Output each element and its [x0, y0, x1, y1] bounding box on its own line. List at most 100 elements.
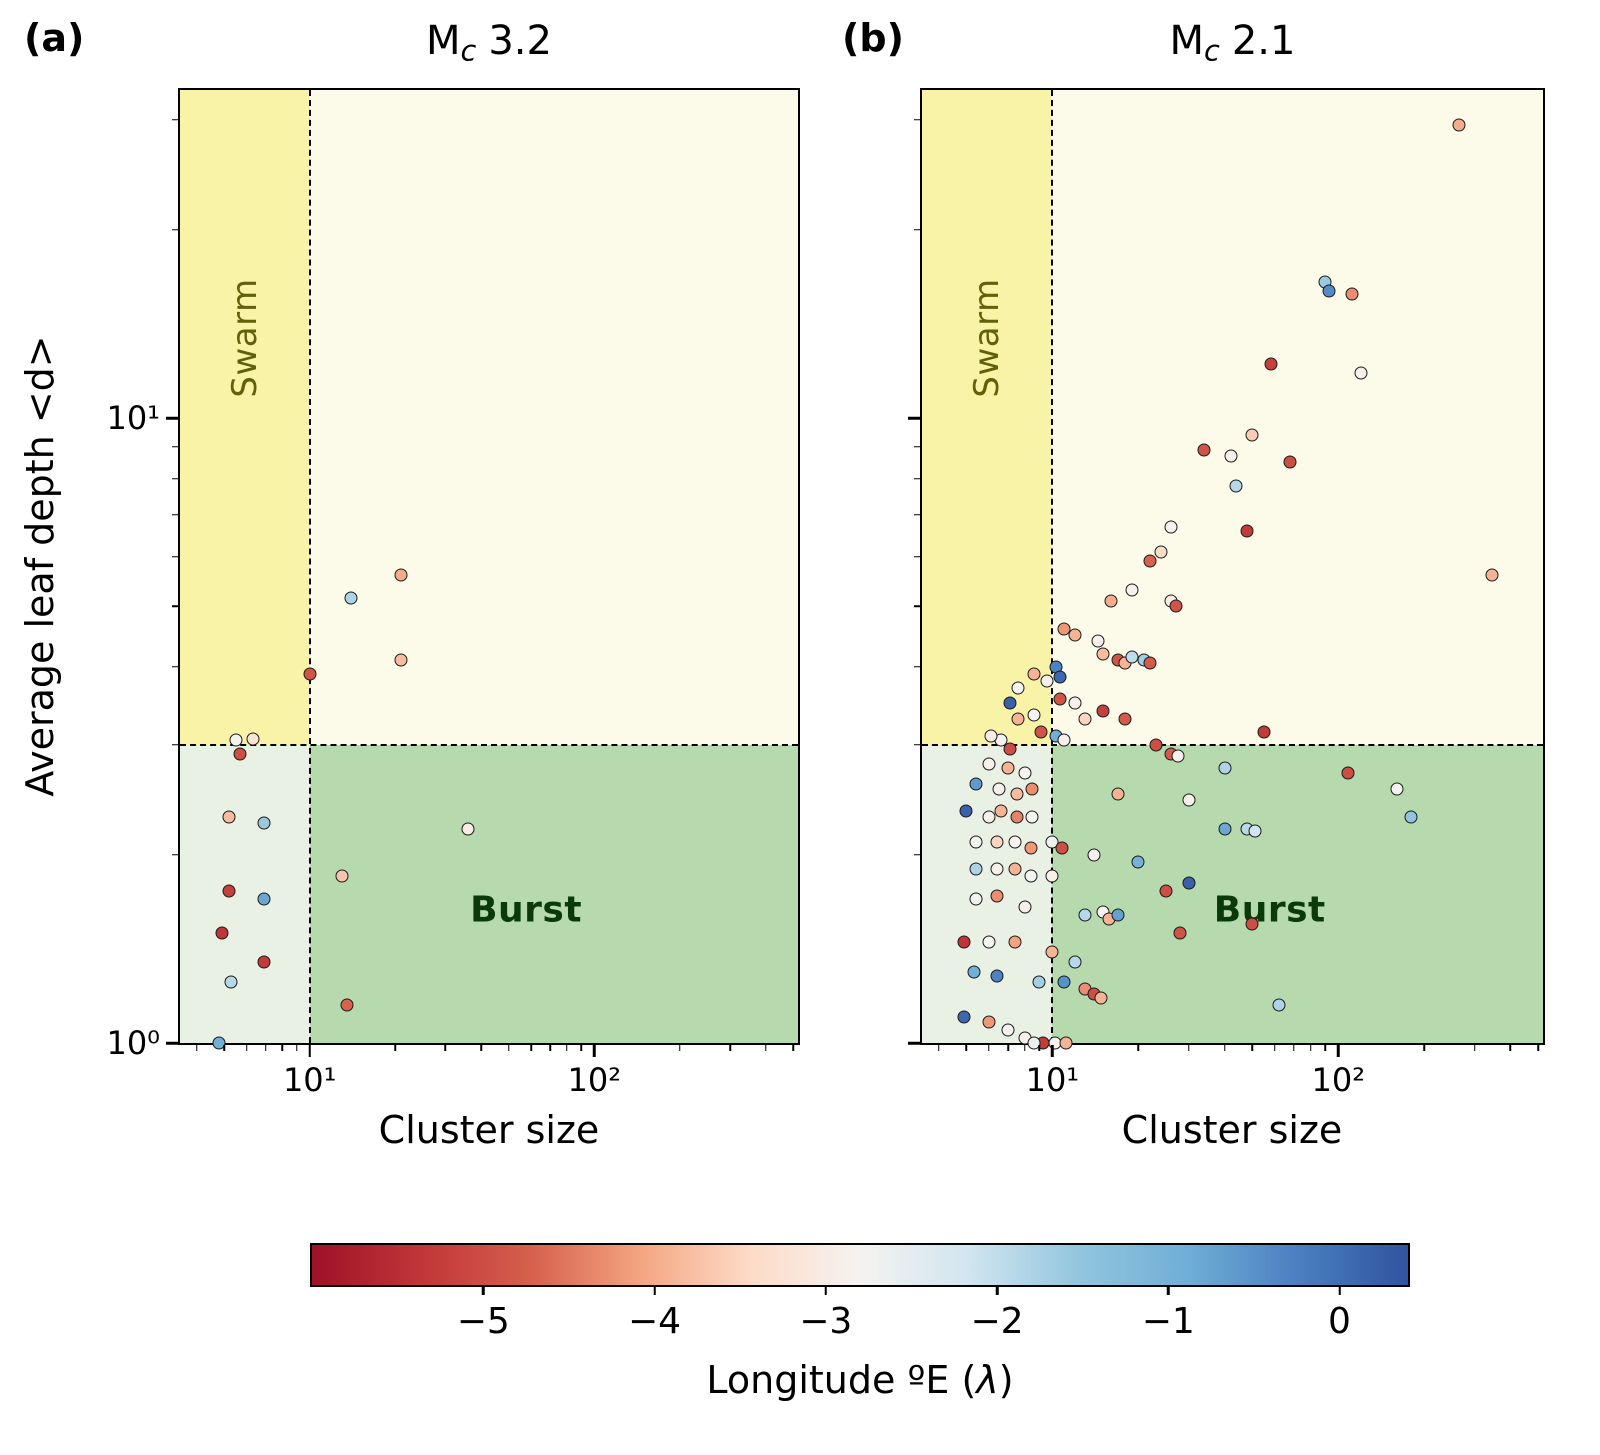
scatter-point — [1248, 824, 1262, 838]
burst-region-label: Burst — [470, 889, 583, 931]
x-minor-tick — [1509, 1045, 1512, 1051]
scatter-point — [1034, 725, 1048, 739]
scatter-point — [969, 835, 983, 849]
scatter-point — [1143, 554, 1157, 568]
scatter-point — [1485, 568, 1499, 582]
scatter-point — [1283, 455, 1297, 469]
scatter-point — [982, 757, 996, 771]
scatter-point — [982, 810, 996, 824]
x-minor-tick — [1274, 1045, 1276, 1051]
scatter-point — [1171, 749, 1185, 763]
y-minor-tick — [172, 119, 178, 121]
scatter-point — [1057, 733, 1071, 747]
scatter-point — [1032, 975, 1046, 989]
scatter-point — [994, 804, 1008, 818]
scatter-point — [1173, 926, 1187, 940]
scatter-point — [229, 733, 243, 747]
x-major-tick — [1051, 1045, 1054, 1057]
x-minor-tick — [1023, 1045, 1026, 1051]
panel-b: Swarm Burst 10¹ 10² — [908, 88, 1545, 1099]
scatter-point — [1008, 835, 1022, 849]
panel-a: Swarm Burst 10¹ 10² 10⁰ 10¹ — [106, 88, 800, 1099]
scatter-point — [1057, 622, 1071, 636]
panel-b-letter: (b) — [842, 16, 904, 60]
scatter-point — [1111, 787, 1125, 801]
scatter-point — [1055, 841, 1069, 855]
x-minor-tick — [792, 1045, 794, 1051]
scatter-point — [1001, 1023, 1015, 1037]
scatter-point — [1010, 787, 1024, 801]
scatter-point — [1003, 742, 1017, 756]
scatter-point — [1010, 810, 1024, 824]
x-minor-tick — [764, 1045, 767, 1051]
x-major-tick — [308, 1045, 311, 1057]
colorbar-tick-label: −2 — [970, 1301, 1024, 1342]
scatter-point — [992, 782, 1006, 796]
scatter-point — [1091, 634, 1105, 648]
scatter-point — [1218, 761, 1231, 775]
x-minor-tick — [1324, 1045, 1326, 1051]
colorbar-tick-label: −4 — [627, 1301, 682, 1342]
burst-region — [309, 744, 798, 1043]
x-minor-tick — [480, 1045, 482, 1051]
x-minor-tick — [580, 1045, 582, 1051]
scatter-point — [394, 653, 408, 667]
cluster-size-threshold-line — [1051, 90, 1054, 1043]
panel-b-title: Mc 2.1 — [920, 18, 1545, 67]
x-tick-label: 10¹ — [1025, 1061, 1080, 1099]
scatter-point — [1059, 1036, 1073, 1050]
panel-a-letter: (a) — [24, 16, 85, 60]
y-minor-tick — [914, 229, 920, 231]
panel-a-xlabel: Cluster size — [378, 1108, 600, 1152]
panel-a-title-subscript: c — [460, 33, 477, 68]
scatter-point — [222, 810, 236, 824]
colorbar-tick — [1167, 1285, 1170, 1295]
scatter-point — [233, 747, 247, 761]
y-major-tick — [166, 416, 178, 420]
y-major-tick — [908, 1041, 920, 1045]
scatter-point — [967, 965, 981, 979]
y-minor-tick — [914, 119, 920, 121]
scatter-point — [1245, 917, 1259, 931]
panel-b-title-value: 2.1 — [1231, 18, 1296, 64]
x-minor-tick — [1007, 1045, 1009, 1051]
scatter-point — [215, 926, 229, 940]
x-minor-tick — [1137, 1045, 1140, 1051]
colorbar: −5 −4 −3 −2 −1 0 — [310, 1243, 1410, 1342]
x-minor-tick — [264, 1045, 267, 1051]
scatter-point — [1096, 704, 1110, 718]
scatter-point — [257, 816, 271, 830]
scatter-point — [1011, 681, 1025, 695]
scatter-point — [990, 835, 1004, 849]
scatter-point — [1053, 692, 1067, 706]
scatter-point — [957, 1010, 971, 1024]
scatter-point — [1229, 479, 1243, 493]
y-minor-tick — [172, 229, 178, 231]
scatter-point — [1001, 761, 1015, 775]
x-minor-tick — [679, 1045, 681, 1051]
scatter-point — [222, 884, 236, 898]
colorbar-label-text: Longitude ºE ( — [706, 1358, 977, 1402]
scatter-point — [1008, 862, 1022, 876]
cluster-size-threshold-line — [308, 90, 311, 1043]
x-minor-tick — [937, 1045, 940, 1051]
y-minor-tick — [914, 514, 920, 516]
panel-b-title-subscript: c — [1204, 33, 1220, 68]
scatter-point — [1143, 656, 1157, 670]
y-minor-tick — [172, 605, 178, 607]
scatter-point — [1078, 908, 1092, 922]
scatter-point — [1008, 935, 1022, 949]
scatter-point — [1045, 869, 1059, 883]
scatter-point — [1322, 284, 1336, 298]
colorbar-label-suffix: ) — [998, 1358, 1014, 1402]
scatter-point — [246, 732, 260, 746]
lower-left-region — [180, 744, 310, 1043]
scatter-point — [1087, 848, 1101, 862]
scatter-point — [1096, 647, 1110, 661]
scatter-point — [1111, 908, 1125, 922]
y-minor-tick — [914, 477, 920, 480]
scatter-point — [303, 667, 317, 681]
x-minor-tick — [1251, 1045, 1253, 1051]
x-minor-tick — [195, 1045, 198, 1051]
scatter-point — [1027, 1036, 1041, 1050]
